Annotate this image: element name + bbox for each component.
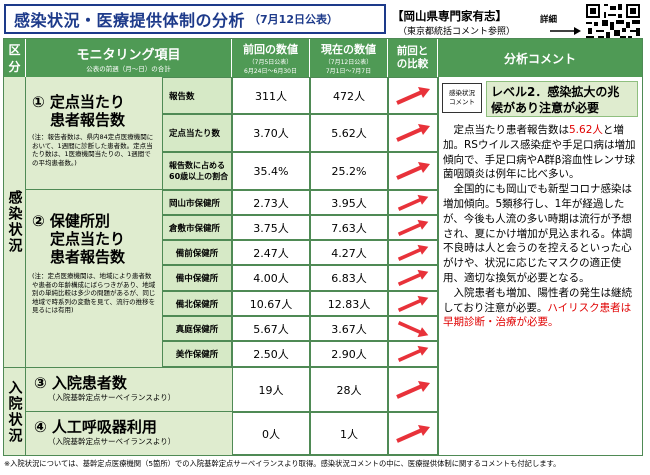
section-hospital: 入院状況 [4, 367, 26, 455]
item2-note: (注：定点医療機関は、地域により患者数や患者の年齢構成にばらつきがあり、地域別の… [32, 272, 156, 314]
item4-title: ④ 人工呼吸器利用 [34, 418, 157, 436]
col-prev-header: 前回の数値 （7月5日公表） 6月24日～6月30日 [232, 39, 310, 77]
trend-up-icon [388, 114, 438, 152]
table-frame [3, 38, 643, 456]
trend-down-icon [388, 316, 438, 341]
item4-title-block: ④ 人工呼吸器利用 （入院基幹定点サーベイランスより） [26, 412, 232, 455]
item4-note: （入院基幹定点サーベイランスより） [48, 437, 176, 446]
item1-row-prev: 311人 [232, 77, 310, 114]
col-item-header: モニタリング項目 公表の前週（月～日）の合計 [26, 39, 232, 77]
item2-row-prev: 5.67人 [232, 316, 310, 341]
item2-row-prev: 10.67人 [232, 291, 310, 316]
item1-row-label: 定点当たり数 [162, 114, 232, 152]
trend-up-icon [388, 412, 438, 455]
item1-row-label: 報告数に占める60歳以上の割合 [162, 152, 232, 190]
item3-prev: 19人 [232, 367, 310, 412]
item1-note: (注：報告者数は、県内84定点医療機関において、1週間に診断した患者数。定点当た… [32, 133, 154, 167]
footer-note: ※入院状況については、基幹定点医療機関（5箇所）での入院基幹定点サーベイランスよ… [4, 459, 561, 468]
item2-row-label: 美作保健所 [162, 341, 232, 367]
col-compare-header: 前回との比較 [388, 39, 438, 77]
item1-row-curr: 25.2% [310, 152, 388, 190]
publish-date: （7月12日公表） [249, 13, 338, 26]
trend-up-icon [388, 215, 438, 240]
item1-row-prev: 3.70人 [232, 114, 310, 152]
trend-up-icon [388, 152, 438, 190]
trend-up-icon [388, 190, 438, 215]
col-comment-header: 分析コメント [438, 39, 642, 77]
arrow-right-icon [550, 27, 581, 35]
item2-row-label: 倉敷市保健所 [162, 215, 232, 240]
item2-row-prev: 2.47人 [232, 240, 310, 265]
item2-row-label: 真庭保健所 [162, 316, 232, 341]
trend-up-icon [388, 77, 438, 114]
item2-row-label: 岡山市保健所 [162, 190, 232, 215]
item2-row-prev: 4.00人 [232, 265, 310, 291]
item1-row-curr: 472人 [310, 77, 388, 114]
col-category-header: 区分 [4, 39, 26, 77]
item2-row-curr: 4.27人 [310, 240, 388, 265]
source-title: 【岡山県専門家有志】 [392, 9, 507, 23]
level-text: レベル2．感染拡大の兆 候があり注意が必要 [486, 81, 638, 117]
detail-label[interactable]: 詳細 [540, 15, 558, 25]
item3-curr: 28人 [310, 367, 388, 412]
col-curr-header: 現在の数値 （7月12日公表） 7月1日～7月7日 [310, 39, 388, 77]
trend-up-icon [388, 240, 438, 265]
page-title: 感染状況・医療提供体制の分析 [14, 11, 246, 30]
item2-row-label: 備前保健所 [162, 240, 232, 265]
item2-row-prev: 3.75人 [232, 215, 310, 240]
trend-up-icon [388, 341, 438, 367]
title-box: 感染状況・医療提供体制の分析 （7月12日公表） [4, 4, 386, 34]
item2-title: ② 保健所別 [32, 212, 110, 230]
section-infection: 感染状況 [4, 77, 26, 367]
item2-row-prev: 2.50人 [232, 341, 310, 367]
item2-row-label: 備中保健所 [162, 265, 232, 291]
item1-title-block: ① 定点当たり 患者報告数 (注：報告者数は、県内84定点医療機関において、1週… [26, 77, 162, 190]
item2-row-curr: 3.67人 [310, 316, 388, 341]
item3-note: （入院基幹定点サーベイランスより） [48, 393, 176, 402]
item1-row-prev: 35.4% [232, 152, 310, 190]
item1-title: ① 定点当たり [32, 93, 125, 111]
item2-row-curr: 12.83人 [310, 291, 388, 316]
item2-row-curr: 7.63人 [310, 215, 388, 240]
trend-up-icon [388, 265, 438, 291]
trend-up-icon [388, 291, 438, 316]
comment-paragraph-1: 定点当たり患者報告数は5.62人と増加。RSウイルス感染症や手足口病は増加傾向で… [443, 124, 636, 181]
item2-row-curr: 2.90人 [310, 341, 388, 367]
item3-title-block: ③ 入院患者数 （入院基幹定点サーベイランスより） [26, 367, 232, 412]
comment-paragraph-2: 全国的にも岡山でも新型コロナ感染は増加傾向。5類移行し、1年が経過したが、今後も… [443, 183, 633, 284]
comment-body: 定点当たり患者報告数は5.62人と増加。RSウイルス感染症や手足口病は増加傾向で… [443, 123, 639, 330]
item1-row-label: 報告数 [162, 77, 232, 114]
trend-up-icon [388, 367, 438, 412]
item2-title-block: ② 保健所別 定点当たり 患者報告数 (注：定点医療機関は、地域により患者数や患… [26, 190, 162, 367]
comment-paragraph-3: 入院患者も増加、陽性者の発生は継続しており注意が必要。ハイリスク患者は早期診断・… [443, 286, 632, 329]
item4-prev: 0人 [232, 412, 310, 455]
item3-title: ③ 入院患者数 [34, 374, 127, 392]
item1-row-curr: 5.62人 [310, 114, 388, 152]
level-label-box: 感染状況 コメント [442, 83, 482, 113]
item2-row-prev: 2.73人 [232, 190, 310, 215]
comment-panel [438, 77, 642, 455]
item2-row-curr: 6.83人 [310, 265, 388, 291]
source-note: （東京都統括コメント参照） [398, 27, 516, 37]
item2-row-label: 備北保健所 [162, 291, 232, 316]
item2-row-curr: 3.95人 [310, 190, 388, 215]
item4-curr: 1人 [310, 412, 388, 455]
